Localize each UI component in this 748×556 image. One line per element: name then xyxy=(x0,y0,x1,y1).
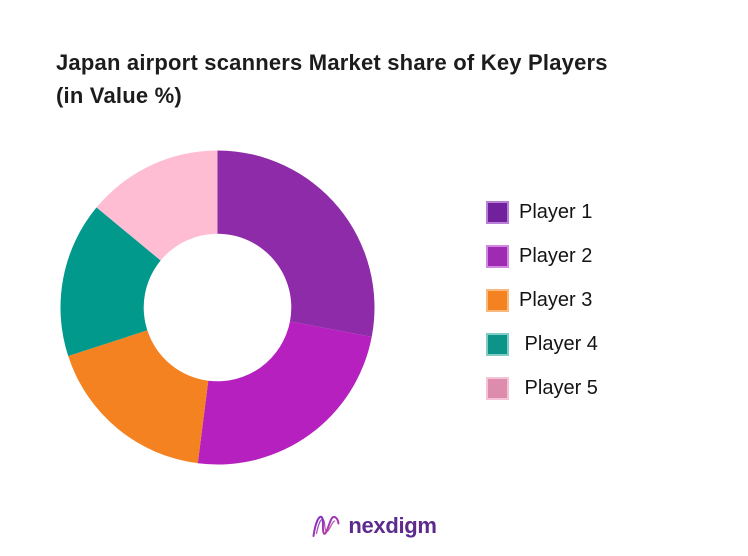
legend-swatch-player-5 xyxy=(486,376,509,400)
legend-label-player-2: Player 2 xyxy=(519,244,593,267)
legend-swatch-player-3 xyxy=(486,288,509,312)
legend-swatch-player-4 xyxy=(486,332,509,356)
legend-label-player-1: Player 1 xyxy=(519,200,593,223)
legend-item-player-3: Player 3 xyxy=(486,288,598,312)
nexdigm-logo-mark-icon xyxy=(312,515,340,537)
donut-segment-player-5 xyxy=(96,150,218,261)
donut-segment-player-1 xyxy=(217,150,375,337)
legend-item-player-2: Player 2 xyxy=(486,244,598,268)
chart-title: Japan airport scanners Market share of K… xyxy=(56,50,608,108)
legend-label-player-5: Player 5 xyxy=(519,376,598,399)
donut-chart xyxy=(60,150,375,465)
legend-label-player-4: Player 4 xyxy=(519,332,598,355)
legend-swatch-player-2 xyxy=(486,244,509,268)
donut-segment-player-3 xyxy=(68,330,209,464)
legend-label-player-3: Player 3 xyxy=(519,288,593,311)
legend: Player 1 Player 2 Player 3 Player 4 Play… xyxy=(486,200,598,420)
legend-item-player-1: Player 1 xyxy=(486,200,598,224)
nexdigm-logo: nexdigm xyxy=(0,512,748,539)
donut-segment-player-4 xyxy=(60,207,161,357)
donut-segment-player-2 xyxy=(197,321,372,465)
legend-swatch-player-1 xyxy=(486,200,509,224)
nexdigm-wordmark: nexdigm xyxy=(348,512,437,538)
legend-item-player-5: Player 5 xyxy=(486,376,598,400)
legend-item-player-4: Player 4 xyxy=(486,332,598,356)
